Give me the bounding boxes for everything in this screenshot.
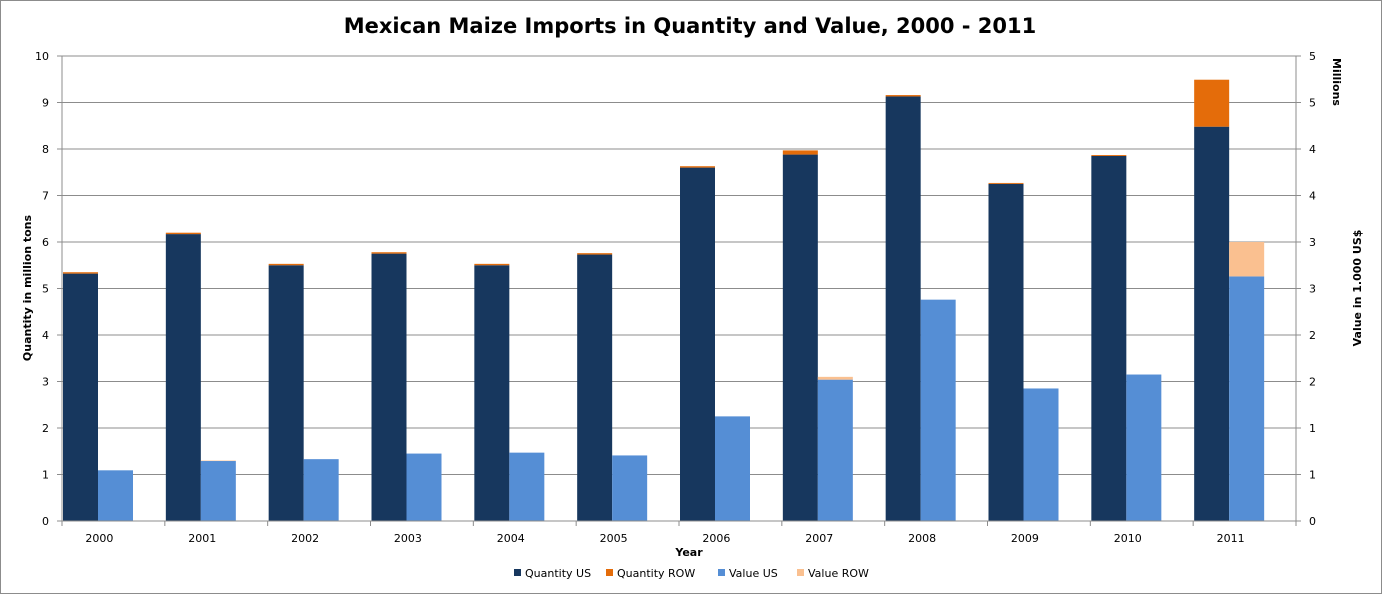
y-right-tick-label: 1 xyxy=(1309,422,1316,435)
bar-value-row xyxy=(1229,242,1265,277)
bar-quantity-row xyxy=(63,272,98,274)
y-left-tick-label: 5 xyxy=(42,283,49,296)
y-left-tick-label: 9 xyxy=(42,97,49,110)
bar-value-us xyxy=(612,455,648,521)
y-left-tick-label: 2 xyxy=(42,422,49,435)
y-left-tick-label: 1 xyxy=(42,469,49,482)
bar-quantity-row xyxy=(474,263,510,266)
bar-value-us xyxy=(920,299,956,521)
bar-quantity-row xyxy=(782,150,818,155)
bar-quantity-row xyxy=(885,95,921,97)
bar-quantity-us xyxy=(680,167,715,521)
bar-quantity-row xyxy=(988,182,1024,184)
y-left-tick-label: 4 xyxy=(42,329,49,342)
y-right-tick-label: 4 xyxy=(1309,143,1316,156)
y-right-tick-label: 3 xyxy=(1309,236,1316,249)
y-right-tick-label: 1 xyxy=(1309,469,1316,482)
y-right-tick-label: 3 xyxy=(1309,283,1316,296)
x-tick-label: 2004 xyxy=(497,532,525,545)
bar-quantity-row xyxy=(577,253,613,255)
bar-value-us xyxy=(715,416,750,521)
bar-quantity-us xyxy=(165,234,201,521)
y-right-tick-label: 2 xyxy=(1309,329,1316,342)
y-left-tick-label: 8 xyxy=(42,143,49,156)
y-left-tick-label: 3 xyxy=(42,376,49,389)
x-tick-label: 2009 xyxy=(1011,532,1039,545)
y-axis-right-unit: Millions xyxy=(1330,58,1343,106)
y-left-tick-label: 0 xyxy=(42,515,49,528)
bar-quantity-row xyxy=(165,232,201,235)
y-right-tick-label: 5 xyxy=(1309,50,1316,63)
bar-value-us xyxy=(98,470,133,521)
y-left-tick-label: 7 xyxy=(42,190,49,203)
bar-quantity-us xyxy=(63,273,98,521)
bar-value-us xyxy=(1023,388,1059,521)
bar-quantity-us xyxy=(1091,155,1127,521)
bar-quantity-row xyxy=(1194,79,1230,127)
bar-value-us xyxy=(200,461,236,521)
bar-quantity-row xyxy=(371,252,407,254)
x-tick-label: 2007 xyxy=(805,532,833,545)
bar-quantity-row xyxy=(1091,155,1127,156)
x-tick-label: 2011 xyxy=(1217,532,1245,545)
x-tick-label: 2006 xyxy=(702,532,730,545)
bar-value-row xyxy=(817,376,853,380)
bar-quantity-us xyxy=(371,253,407,521)
legend-swatch-quantity-row xyxy=(606,569,613,576)
x-tick-label: 2000 xyxy=(85,532,113,545)
bar-quantity-row xyxy=(680,166,715,168)
y-left-tick-label: 10 xyxy=(35,50,49,63)
y-left-tick-label: 6 xyxy=(42,236,49,249)
y-right-tick-label: 4 xyxy=(1309,190,1316,203)
x-axis-label: Year xyxy=(674,546,703,559)
x-tick-label: 2003 xyxy=(394,532,422,545)
legend-label-value-row: Value ROW xyxy=(808,567,869,580)
legend-swatch-quantity-us xyxy=(514,569,521,576)
bar-quantity-us xyxy=(1194,126,1230,522)
y-right-tick-label: 2 xyxy=(1309,376,1316,389)
bar-quantity-us xyxy=(782,154,818,521)
legend-label-value-us: Value US xyxy=(729,567,778,580)
bar-value-us xyxy=(509,452,545,521)
x-tick-label: 2005 xyxy=(600,532,628,545)
y-right-tick-label: 5 xyxy=(1309,97,1316,110)
bar-quantity-row xyxy=(268,263,304,266)
bar-value-us xyxy=(1126,374,1162,521)
bar-value-us xyxy=(406,453,442,521)
bar-value-us xyxy=(303,459,339,521)
bar-quantity-us xyxy=(988,183,1024,521)
bar-value-us xyxy=(817,379,853,521)
bar-value-us xyxy=(1229,276,1265,521)
bar-quantity-us xyxy=(268,265,304,521)
legend: Quantity US Quantity ROW Value US Value ROW xyxy=(514,567,869,580)
x-tick-label: 2002 xyxy=(291,532,319,545)
x-tick-label: 2008 xyxy=(908,532,936,545)
x-tick-label: 2010 xyxy=(1114,532,1142,545)
chart-title: Mexican Maize Imports in Quantity and Va… xyxy=(344,14,1036,38)
gridlines xyxy=(62,55,1296,475)
legend-label-quantity-row: Quantity ROW xyxy=(617,567,695,580)
bar-quantity-us xyxy=(577,254,613,521)
y-axis-left-label: Quantity in million tons xyxy=(21,215,34,362)
bar-quantity-us xyxy=(885,96,921,521)
x-tick-label: 2001 xyxy=(188,532,216,545)
tick-labels: 0 1 2 3 4 5 6 7 8 9 10 0 1 1 2 2 3 3 4 4 5 5 2000 2001 2002 2003 2… xyxy=(35,50,1316,545)
y-axis-right-label: Value in 1.000 US$ xyxy=(1351,230,1364,347)
axes xyxy=(57,55,1301,526)
bar-quantity-us xyxy=(474,265,510,521)
legend-label-quantity-us: Quantity US xyxy=(525,567,591,580)
legend-swatch-value-row xyxy=(797,569,804,576)
y-right-tick-label: 0 xyxy=(1309,515,1316,528)
legend-swatch-value-us xyxy=(718,569,725,576)
bars xyxy=(63,79,1265,522)
